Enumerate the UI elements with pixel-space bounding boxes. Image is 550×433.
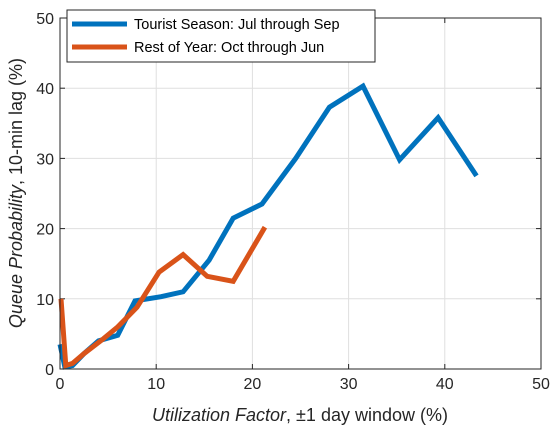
y-axis-title-rest: , 10-min lag (%): [6, 58, 26, 185]
x-tick-label: 20: [244, 376, 262, 393]
x-tick-label: 0: [56, 376, 65, 393]
x-tick-label: 50: [532, 376, 550, 393]
y-tick-label: 10: [36, 292, 54, 309]
plot-background: [60, 18, 541, 369]
y-tick-label: 0: [45, 362, 54, 379]
series-line-rest-of-year: [58, 225, 268, 369]
y-tick-label: 50: [36, 11, 54, 28]
y-axis-title: Queue Probability, 10-min lag (%): [6, 58, 26, 328]
legend-label-rest-of-year: Rest of Year: Oct through Jun: [134, 40, 324, 56]
x-axis-title: Utilization Factor, ±1 day window (%): [152, 405, 448, 425]
series-lines: [57, 82, 479, 370]
y-tick-label: 20: [36, 222, 54, 239]
legend: Tourist Season: Jul through Sep Rest of …: [66, 9, 376, 63]
x-tick-label: 30: [340, 376, 358, 393]
legend-label-tourist-season: Tourist Season: Jul through Sep: [134, 17, 340, 33]
x-axis-title-rest: , ±1 day window (%): [286, 405, 448, 425]
y-tick-label: 40: [36, 81, 54, 98]
y-tick-label: 30: [36, 151, 54, 168]
x-tick-label: 10: [147, 376, 165, 393]
y-axis-title-italic: Queue Probability: [6, 184, 26, 328]
x-tick-label: 40: [436, 376, 454, 393]
x-axis-title-italic: Utilization Factor: [152, 405, 287, 425]
legend-box: [66, 9, 376, 63]
